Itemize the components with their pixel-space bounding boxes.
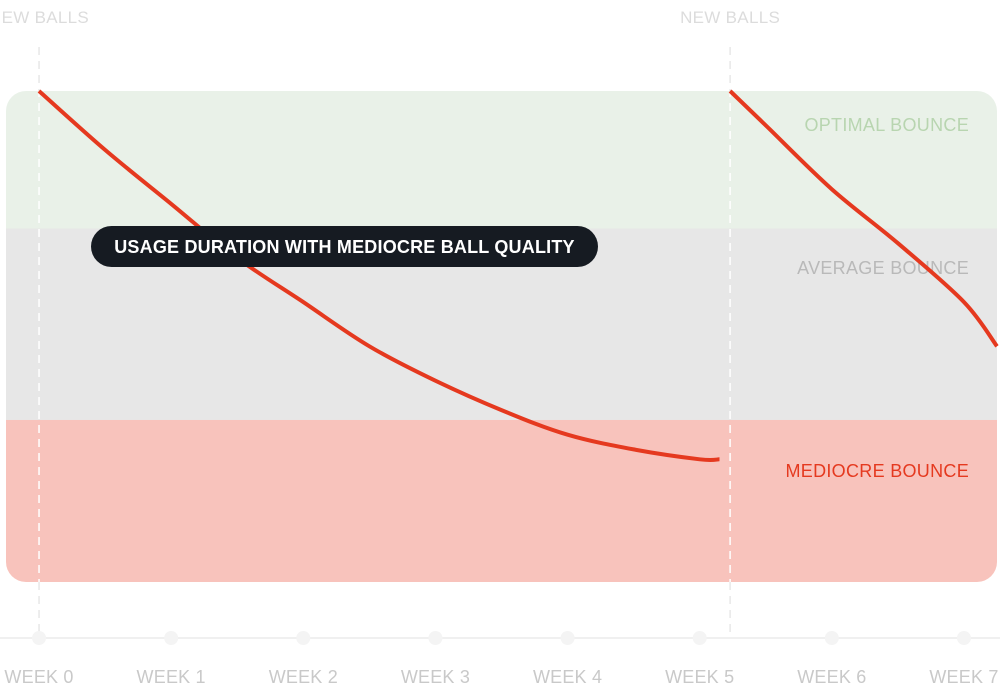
zone-label-2: MEDIOCRE BOUNCE (785, 461, 969, 481)
zone-label-0: OPTIMAL BOUNCE (804, 115, 969, 135)
marker-label-1: NEW BALLS (680, 8, 780, 27)
x-tick-label-5: WEEK 5 (665, 667, 734, 687)
new-balls-markers: NEW BALLS NEW BALLS (0, 8, 780, 638)
zone-bands (6, 91, 997, 582)
x-tick-dot-3 (428, 631, 443, 645)
x-tick-dot-4 (560, 631, 575, 645)
quality-lines (37, 89, 999, 463)
x-tick-dot-5 (692, 631, 707, 645)
zone-label-1: AVERAGE BOUNCE (797, 258, 969, 278)
x-tick-dot-0 (32, 631, 47, 645)
x-tick-label-4: WEEK 4 (533, 667, 602, 687)
x-tick-dot-1 (164, 631, 179, 645)
callout-pill (91, 226, 598, 267)
series-line-1 (728, 89, 999, 348)
x-tick-label-3: WEEK 3 (401, 667, 470, 687)
x-tick-label-6: WEEK 6 (797, 667, 866, 687)
zone-labels: OPTIMAL BOUNCE AVERAGE BOUNCE MEDIOCRE BOU… (785, 115, 969, 481)
x-tick-dot-2 (296, 631, 311, 645)
callout-label: USAGE DURATION WITH MEDIOCRE BALL QUALIT… (114, 237, 575, 257)
x-axis: WEEK 0 WEEK 1 WEEK 2 WEEK 3 WEEK 4 WEEK 5 WEEK… (0, 631, 1000, 687)
x-tick-dot-7 (956, 631, 971, 645)
bounce-zones (6, 91, 997, 582)
series-line-0 (37, 89, 720, 463)
marker-label-0: NEW BALLS (0, 8, 89, 27)
x-tick-dot-6 (824, 631, 839, 645)
x-tick-label-0: WEEK 0 (4, 667, 73, 687)
callout: USAGE DURATION WITH MEDIOCRE BALL QUALIT… (91, 226, 598, 267)
zone-band-2 (6, 419, 997, 582)
x-tick-label-2: WEEK 2 (269, 667, 338, 687)
x-tick-label-1: WEEK 1 (137, 667, 206, 687)
x-tick-label-7: WEEK 7 (929, 667, 998, 687)
zone-band-0 (6, 91, 997, 229)
